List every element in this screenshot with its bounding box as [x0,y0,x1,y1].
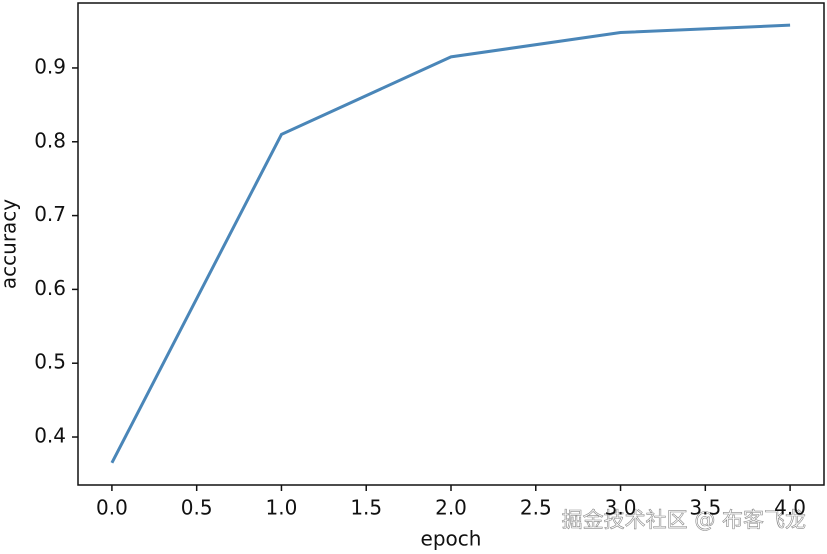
x-tick-label: 4.0 [774,496,806,520]
watermark: 掘金技术社区 @ 布客飞龙 [562,508,806,532]
x-tick-label: 0.5 [181,496,213,520]
y-tick-label: 0.5 [34,350,66,374]
x-tick-label: 1.0 [266,496,298,520]
x-tick-label: 3.0 [605,496,637,520]
y-tick-label: 0.7 [34,202,66,226]
y-tick-label: 0.4 [34,424,66,448]
y-tick-label: 0.8 [34,128,66,152]
y-tick-label: 0.6 [34,276,66,300]
data-line [110,23,791,464]
x-tick-label: 0.0 [96,496,128,520]
x-tick-label: 2.5 [520,496,552,520]
x-axis-label: epoch [421,527,482,551]
y-tick-label: 0.9 [34,54,66,78]
x-tick-label: 2.0 [435,496,467,520]
plot-frame [77,2,825,486]
y-axis-label: accuracy [0,199,21,289]
x-tick-label: 1.5 [350,496,382,520]
x-tick-label: 3.5 [689,496,721,520]
